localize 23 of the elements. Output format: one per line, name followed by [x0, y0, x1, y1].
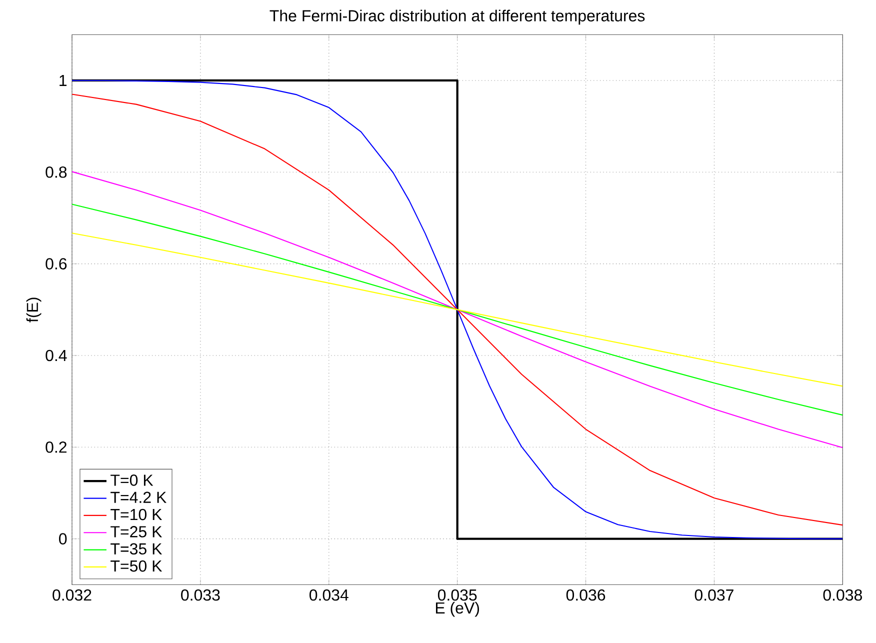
x-axis-title: E (eV): [436, 602, 479, 617]
x-tick-label: 0.037: [694, 589, 734, 601]
x-tick-label: 0.035: [438, 589, 477, 601]
x-tick-label: 0.034: [310, 589, 348, 601]
y-tick-label: 1: [60, 74, 67, 86]
line-series: [72, 204, 843, 416]
legend-label: T=35 K: [110, 543, 162, 555]
legend-label: T=50 K: [110, 560, 162, 572]
legend-label: T=25 K: [110, 526, 162, 538]
y-tick-label: 0.2: [46, 441, 66, 453]
legend-label: T=0 K: [110, 474, 154, 486]
x-tick-label: 0.036: [566, 589, 606, 601]
y-tick-label: 0: [59, 533, 67, 544]
legend-label: T=4.2 K: [110, 492, 166, 503]
y-axis-title: f(E): [26, 298, 42, 322]
x-tick-label: 0.038: [823, 589, 862, 601]
x-tick-label: 0.033: [181, 589, 220, 601]
chart-title: The Fermi-Dirac distribution at different temperatures: [270, 10, 645, 25]
y-tick-label: 0.4: [46, 350, 67, 362]
y-tick-label: 0.6: [46, 258, 67, 270]
y-tick-label: 0.8: [46, 166, 67, 178]
x-tick-label: 0.032: [52, 589, 92, 601]
legend-label: T=10 K: [110, 508, 162, 520]
